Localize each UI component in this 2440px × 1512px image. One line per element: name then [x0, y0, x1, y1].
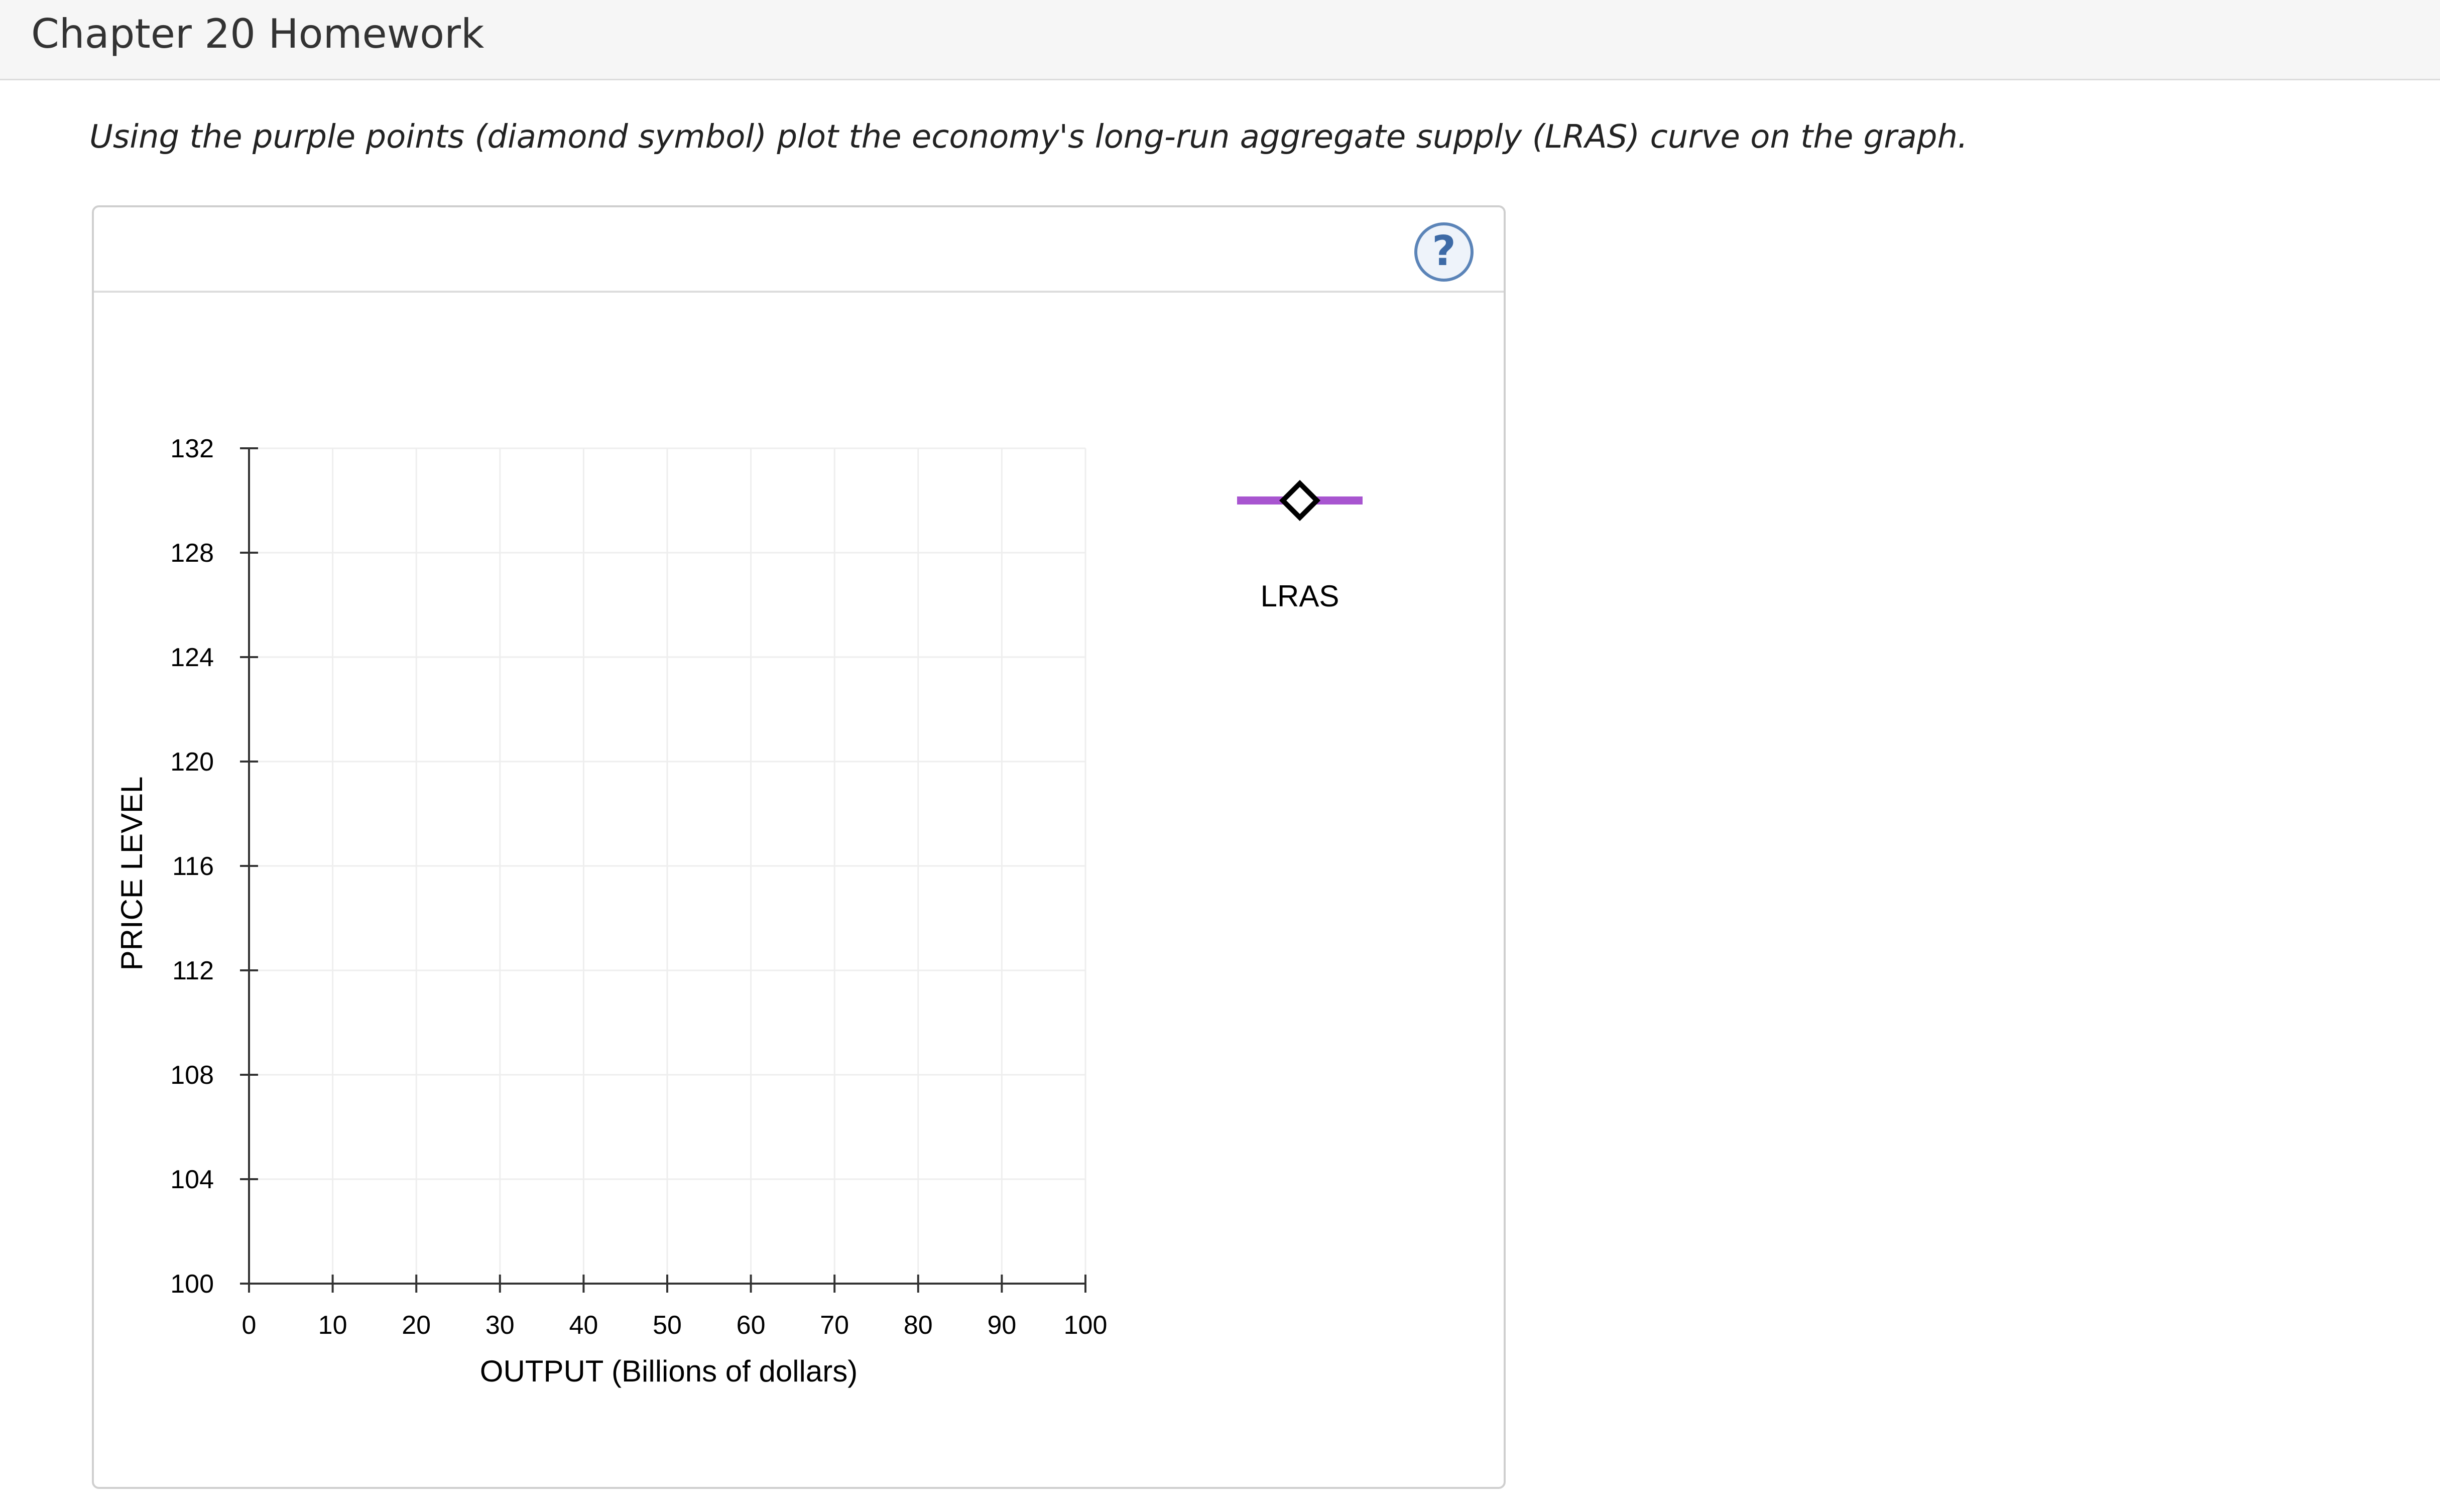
- question-mark-icon: ?: [1432, 227, 1456, 275]
- x-tick-label: 100: [1064, 1311, 1108, 1340]
- y-tick-label: 120: [170, 747, 214, 777]
- graph-toolbar: [94, 207, 1504, 293]
- tick-labels: 0 10 20 30 40 50 60 70 80 90 100 100 104 108 112 116 120…: [170, 434, 1107, 1340]
- y-tick-label: 112: [172, 956, 214, 985]
- y-tick-label: 128: [170, 539, 214, 568]
- x-tick-label: 10: [318, 1311, 347, 1340]
- y-tick-label: 104: [170, 1165, 214, 1194]
- x-tick-label: 60: [737, 1311, 766, 1340]
- y-tick-label: 108: [170, 1061, 214, 1090]
- axes: [240, 447, 1086, 1293]
- y-tick-label: 100: [170, 1270, 214, 1299]
- question-instructions: Using the purple points (diamond symbol)…: [89, 118, 1968, 156]
- y-tick-label: 116: [172, 852, 214, 881]
- page-title: Chapter 20 Homework: [31, 11, 484, 57]
- x-tick-label: 30: [485, 1311, 515, 1340]
- x-tick-label: 80: [904, 1311, 933, 1340]
- x-tick-label: 70: [820, 1311, 849, 1340]
- help-button[interactable]: ?: [1414, 222, 1474, 282]
- graph-panel: ?: [92, 205, 1506, 1489]
- lras-diamond-marker[interactable]: [1279, 479, 1321, 522]
- x-tick-label: 90: [987, 1311, 1016, 1340]
- y-axis-label: PRICE LEVEL: [115, 777, 149, 971]
- x-axis-label: OUTPUT (Billions of dollars): [480, 1354, 858, 1388]
- lras-legend-tool[interactable]: LRAS: [1237, 479, 1363, 613]
- grid: [249, 447, 1086, 1284]
- page-header: Chapter 20 Homework: [0, 0, 2440, 80]
- x-tick-label: 20: [402, 1311, 431, 1340]
- x-tick-label: 50: [653, 1311, 682, 1340]
- y-tick-label: 124: [170, 643, 214, 672]
- x-tick-label: 0: [242, 1311, 257, 1340]
- x-tick-label: 40: [569, 1311, 598, 1340]
- y-tick-label: 132: [170, 434, 214, 463]
- lras-legend-label: LRAS: [1261, 579, 1339, 613]
